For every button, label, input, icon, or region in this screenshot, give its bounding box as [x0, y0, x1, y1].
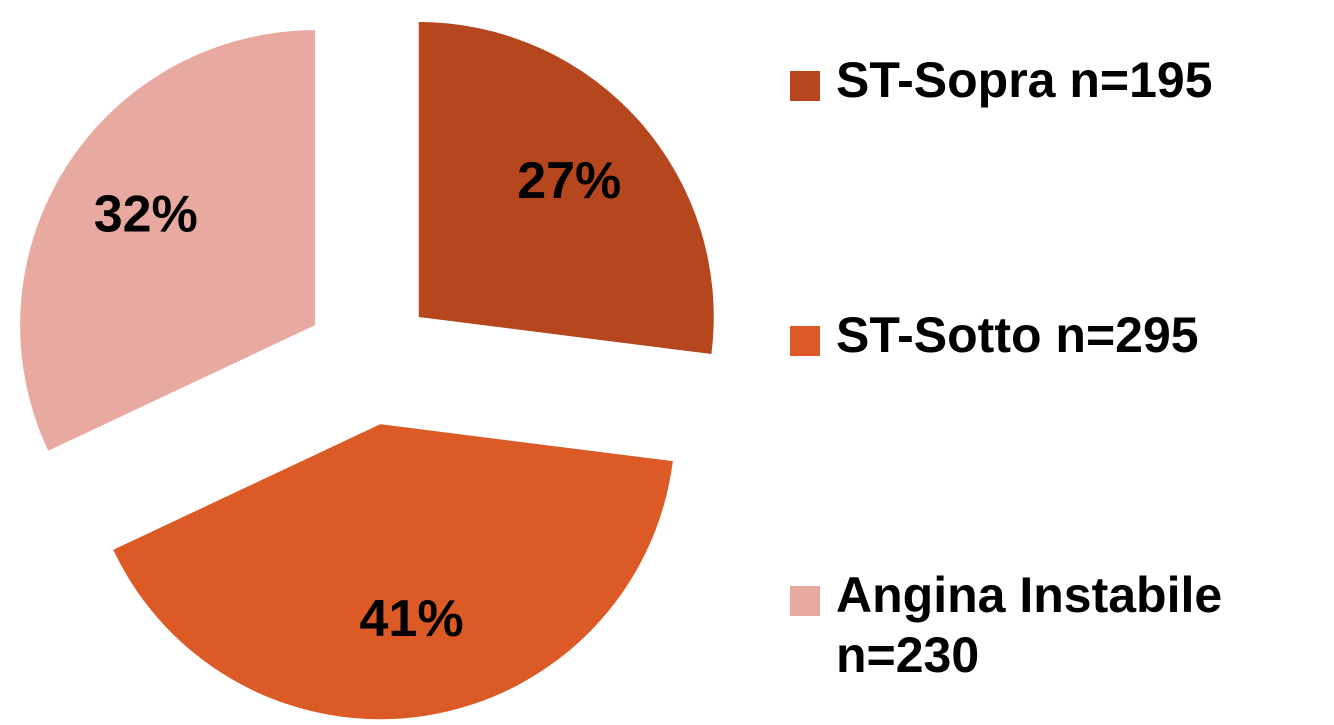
slice-label: 27%: [517, 152, 621, 210]
pie-slice: [418, 22, 714, 354]
legend-swatch: [790, 586, 820, 616]
legend-label: ST-Sopra n=195: [836, 52, 1213, 108]
legend-item: ST-Sopra n=195: [790, 50, 1330, 110]
pie-area: 27% 41% 32%: [20, 22, 714, 720]
legend-item: ST-Sotto n=295: [790, 305, 1330, 365]
legend-label: Angina Instabile n=230: [836, 567, 1223, 683]
slice-label: 32%: [94, 185, 198, 243]
legend-item: Angina Instabile n=230: [790, 565, 1330, 685]
slice-label: 41%: [360, 590, 464, 648]
legend-swatch: [790, 326, 820, 356]
legend-label: ST-Sotto n=295: [836, 307, 1199, 363]
legend-swatch: [790, 71, 820, 101]
pie-slice: [113, 424, 673, 720]
pie-slice: [20, 30, 316, 451]
